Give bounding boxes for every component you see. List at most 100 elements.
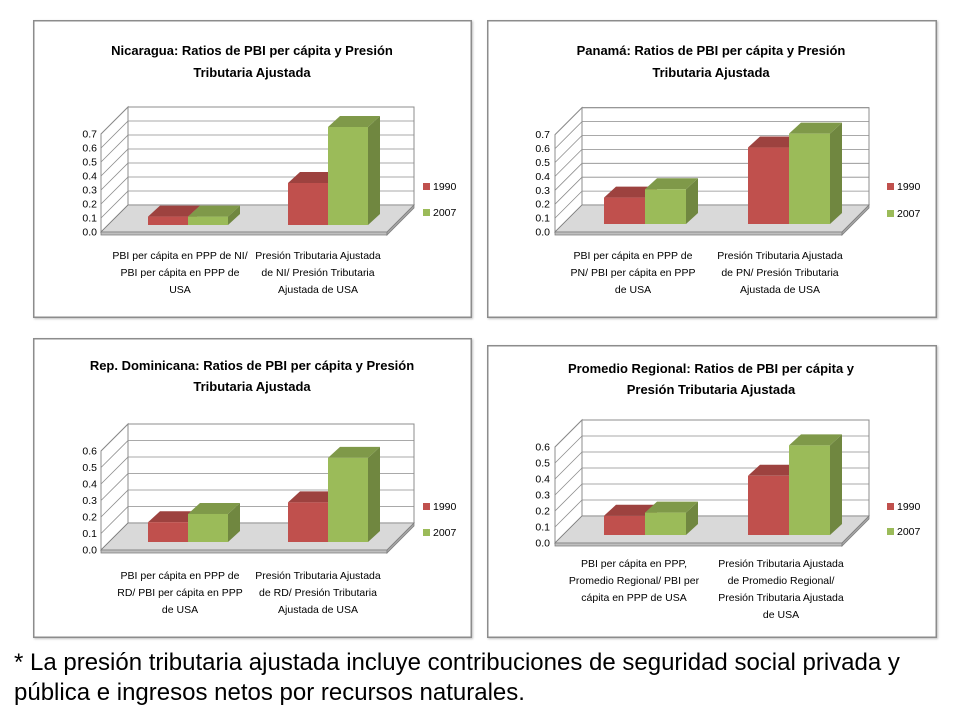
y-tick-label: 0.1 <box>82 528 97 540</box>
y-tick-label: 0.2 <box>535 199 550 211</box>
x-category-label: Presión Tributaria Ajustada <box>717 250 843 262</box>
side-gridline <box>100 190 129 219</box>
chart-floor-side <box>386 204 415 236</box>
bar-top-face <box>748 136 801 148</box>
bar-top-face <box>328 446 380 458</box>
x-category-label: Ajustada de USA <box>278 284 358 296</box>
bar-side-face <box>830 434 842 535</box>
bar-top-face <box>789 122 842 134</box>
bar-front-face <box>288 502 328 542</box>
y-tick-label: 0.6 <box>82 143 97 155</box>
side-gridline <box>100 473 129 501</box>
side-gridline <box>554 483 583 512</box>
chart-promedio-regional: 0.0 0.1 0.2 0.3 0.4 0.5 0.6 PBI per cápita en P… <box>535 361 921 621</box>
y-tick-label: 0.0 <box>535 538 550 550</box>
bar-front-face <box>645 512 686 535</box>
footnote-line: * La presión tributaria ajustada incluye… <box>14 649 900 676</box>
x-category-label: Presión Tributaria Ajustada <box>718 592 844 604</box>
side-gridline <box>554 419 583 448</box>
bar-top-face <box>148 511 200 523</box>
chart-panama: 0.0 0.1 0.2 0.3 0.4 0.5 0.6 0.7 PBI per cápita e… <box>535 43 920 296</box>
y-tick-label: 0.6 <box>535 442 550 454</box>
y-tick-label: 0.6 <box>535 143 550 155</box>
bar-front-face <box>748 475 789 535</box>
x-category-label: de USA <box>162 604 198 616</box>
bar-2007-category-1 <box>645 501 698 535</box>
x-category-label: de Promedio Regional/ <box>728 575 835 587</box>
bar-top-face <box>604 186 657 198</box>
chart-panel-promedio-regional: 0.0 0.1 0.2 0.3 0.4 0.5 0.6 PBI per cápita en P… <box>487 345 937 638</box>
side-gridline <box>554 467 583 496</box>
bar-side-face <box>228 205 240 225</box>
chart-floor-edge <box>100 231 388 236</box>
bar-front-face <box>188 216 228 225</box>
y-tick-label: 0.2 <box>82 199 97 211</box>
x-category-label: PBI per cápita en PPP de <box>121 267 240 279</box>
chart-panel-nicaragua: 0.0 0.1 0.2 0.3 0.4 0.5 0.6 0.7 PBI per cápita e… <box>33 20 472 318</box>
chart-floor-side <box>841 515 870 547</box>
bar-2007-category-2 <box>328 446 380 542</box>
bar-side-face <box>368 116 380 225</box>
y-tick-label: 0.5 <box>82 462 97 474</box>
bar-front-face <box>789 133 830 224</box>
chart-nicaragua: 0.0 0.1 0.2 0.3 0.4 0.5 0.6 0.7 PBI per cápita e… <box>82 43 456 296</box>
chart-title: Panamá: Ratios de PBI per cápita y Presi… <box>577 43 846 58</box>
bar-top-face <box>604 504 657 516</box>
side-gridline <box>100 440 129 468</box>
legend-label: 2007 <box>897 526 921 538</box>
x-category-label: Presión Tributaria Ajustada <box>255 250 381 262</box>
footnote: * La presión tributaria ajustada incluye… <box>14 648 900 708</box>
side-gridline <box>554 149 583 177</box>
bar-side-face <box>368 446 380 542</box>
legend-swatch <box>423 209 430 216</box>
chart-rep-dominicana: 0.0 0.1 0.2 0.3 0.4 0.5 0.6 PBI per cápita en P… <box>82 358 457 616</box>
chart-floor-side <box>841 204 870 236</box>
bar-top-face <box>328 116 380 127</box>
x-category-label: Ajustada de USA <box>740 284 820 296</box>
y-tick-label: 0.1 <box>82 213 97 225</box>
bar-2007-category-2 <box>328 116 380 225</box>
legend-label: 2007 <box>433 527 457 539</box>
side-gridline <box>100 456 129 485</box>
x-category-label: PN/ PBI per cápita en PPP <box>571 267 696 279</box>
side-gridline <box>100 423 129 452</box>
legend-swatch <box>887 210 894 217</box>
bar-front-face <box>288 183 328 225</box>
legend-swatch <box>423 529 430 536</box>
bar-side-face <box>686 178 698 224</box>
y-tick-label: 0.1 <box>535 213 550 225</box>
chart-floor-edge <box>554 231 843 236</box>
y-tick-label: 0.3 <box>82 495 97 507</box>
bar-front-face <box>604 197 645 224</box>
side-gridline <box>100 120 129 149</box>
side-gridline <box>554 163 583 191</box>
side-gridline <box>100 148 129 177</box>
side-gridline <box>100 162 129 191</box>
x-category-label: Ajustada de USA <box>278 604 358 616</box>
side-gridline <box>100 134 129 163</box>
chart-title: Rep. Dominicana: Ratios de PBI per cápit… <box>90 358 414 373</box>
y-tick-label: 0.3 <box>535 185 550 197</box>
bar-front-face <box>328 127 368 225</box>
bar-side-face <box>686 501 698 535</box>
footnote-line: pública e ingresos netos por recursos na… <box>14 679 525 706</box>
x-category-label: PBI per cápita en PPP de <box>574 250 693 262</box>
bar-2007-category-1 <box>188 502 240 542</box>
legend-swatch <box>423 503 430 510</box>
bar-top-face <box>288 172 340 183</box>
y-tick-label: 0.0 <box>82 227 97 239</box>
bar-2007-category-1 <box>645 178 698 224</box>
bar-front-face <box>148 522 188 542</box>
side-gridline <box>554 499 583 528</box>
x-category-label: de RD/ Presión Tributaria <box>259 587 377 599</box>
bar-top-face <box>188 502 240 514</box>
legend-swatch <box>887 528 894 535</box>
y-tick-label: 0.7 <box>82 129 97 141</box>
chart-floor-edge <box>100 549 388 554</box>
chart-panel-rep-dominicana: 0.0 0.1 0.2 0.3 0.4 0.5 0.6 PBI per cápita en P… <box>33 338 472 638</box>
bar-top-face <box>645 178 698 190</box>
y-tick-label: 0.4 <box>82 479 97 491</box>
x-category-label: de NI/ Presión Tributaria <box>261 267 374 279</box>
bar-front-face <box>328 457 368 542</box>
bar-2007-category-2 <box>789 122 842 224</box>
